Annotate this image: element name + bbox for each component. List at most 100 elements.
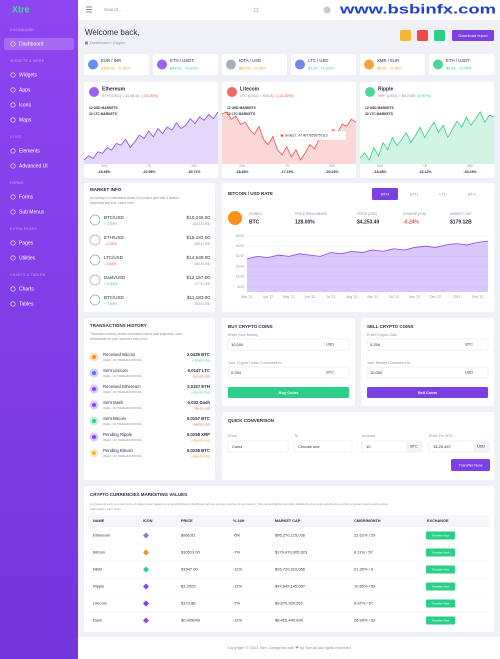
row-button[interactable] xyxy=(426,531,455,540)
coin-markets: 12 USD MARKETS xyxy=(89,106,119,110)
cell: Bitcoin xyxy=(93,550,105,555)
menu-item[interactable]: Apps xyxy=(19,87,31,93)
x-tick-label: Apr '12 xyxy=(263,295,274,299)
input-unit: USD xyxy=(326,343,334,347)
tx-wallet: Wallet: 1KV76NEHZZHMS9YE xyxy=(103,390,142,394)
menu-item[interactable]: Widgets xyxy=(19,72,38,78)
card-desc: A cryptocurrency is a new form of digita… xyxy=(90,502,388,506)
menu-item[interactable]: Sub Menus xyxy=(19,209,45,215)
cell: -6% xyxy=(233,533,241,538)
row-button-label[interactable]: Transfer Now xyxy=(432,584,451,588)
row-button-label[interactable]: Transfer Now xyxy=(432,533,451,537)
tx-label: Pending Bitcoin xyxy=(103,448,133,453)
market-change: + 2.54% xyxy=(104,282,118,286)
card xyxy=(84,82,218,178)
row-button-label[interactable]: Transfer Now xyxy=(432,550,451,554)
download-button[interactable] xyxy=(452,30,494,41)
menu-item[interactable]: Dashboard xyxy=(19,41,44,47)
coin-stat-label: 24H xyxy=(377,164,384,168)
tab[interactable]: LTC xyxy=(439,191,446,196)
menu-item[interactable]: Forms xyxy=(19,194,34,200)
topbar xyxy=(78,0,500,20)
rate-stat-label: SYMBOL xyxy=(249,212,263,216)
market-volume: 154.5 USD xyxy=(194,262,210,266)
coin-stat-value: -18.48% xyxy=(373,170,387,174)
row-button-label[interactable]: Transfer Now xyxy=(432,567,451,571)
row-button[interactable] xyxy=(426,599,455,608)
market-icon xyxy=(89,214,101,226)
tab[interactable]: ETH xyxy=(410,191,418,196)
card xyxy=(222,54,287,75)
tab-active[interactable] xyxy=(372,188,398,200)
sidebar-section: UI KIT xyxy=(10,135,21,139)
cell: $95,270,125,036 xyxy=(275,533,306,538)
card-title: BUY CRYPTO COINS xyxy=(228,324,273,329)
market-pair: LTC/USD xyxy=(104,255,124,260)
menu-item[interactable]: Maps xyxy=(19,117,32,123)
action-button[interactable] xyxy=(367,387,488,398)
input-value: 0.254 xyxy=(370,342,381,347)
tx-usd: + $36.00 USD xyxy=(191,438,211,442)
icon-button[interactable] xyxy=(434,30,445,41)
row-button[interactable] xyxy=(426,565,455,574)
rate-stat-value: $179.12B xyxy=(450,219,472,225)
tab[interactable]: BTG xyxy=(468,191,476,196)
tx-icon-dot xyxy=(92,435,96,439)
cell: -11% xyxy=(233,567,242,572)
menu-item[interactable]: Icons xyxy=(19,102,31,108)
market-price: $11,183.00 xyxy=(187,295,211,300)
row-button[interactable] xyxy=(426,548,455,557)
field-label: Price For BTC xyxy=(429,434,453,438)
coin-stat-label: 30D xyxy=(467,164,474,168)
cell: $10513.00 xyxy=(181,550,201,555)
action-label[interactable]: Sell Coins xyxy=(418,390,438,395)
icon-button[interactable] xyxy=(417,30,428,41)
menu-item[interactable]: Pages xyxy=(19,240,34,246)
coin-price: LTC (USD) = $45.81 xyxy=(240,94,274,98)
menu-item[interactable]: Elements xyxy=(19,148,40,154)
download-label[interactable]: Download report xyxy=(458,33,488,38)
table-header xyxy=(88,515,490,527)
menu-item[interactable]: Utilities xyxy=(19,255,36,261)
row-button[interactable] xyxy=(426,616,455,625)
menu-item[interactable]: Tables xyxy=(19,301,34,307)
input[interactable] xyxy=(366,338,489,351)
row-button[interactable] xyxy=(426,582,455,591)
action-button[interactable] xyxy=(228,387,349,398)
ticker-change: +1.43% xyxy=(321,67,335,71)
x-tick-label: Nov '12 xyxy=(409,295,420,299)
menu-item[interactable]: Charts xyxy=(19,286,34,292)
icon-button[interactable] xyxy=(400,30,411,41)
transfer-button[interactable] xyxy=(451,459,490,471)
row-button-label[interactable]: Transfer Now xyxy=(432,601,451,605)
action-label[interactable]: Buy Coins xyxy=(279,390,300,395)
transfer-label[interactable]: Transfer Now xyxy=(459,462,483,467)
card-desc: authorities Learn more xyxy=(90,507,121,511)
menu-icon xyxy=(10,240,16,246)
rate-stat-value: 128.00% xyxy=(295,219,315,225)
coin-price: XRP (USD) = $0.2195 xyxy=(378,94,415,98)
market-change: + 2.54% xyxy=(104,222,118,226)
row-button-label[interactable]: Transfer Now xyxy=(432,618,451,622)
input[interactable] xyxy=(366,366,489,379)
sidebar-section: CHARTS & TABLES xyxy=(10,273,46,277)
tab[interactable]: BTH xyxy=(381,191,389,196)
sparkline xyxy=(359,111,495,161)
coin-change: (-13.26%) xyxy=(276,94,293,98)
market-icon xyxy=(89,254,101,266)
menu-item[interactable]: Advanced UI xyxy=(19,163,48,169)
card xyxy=(84,486,494,632)
column-header: CMGR/MONTH xyxy=(354,519,381,523)
tx-usd: + $2008 USD xyxy=(192,358,211,362)
card-title: BITCOIN / USD RATE xyxy=(228,191,273,196)
field-label: To xyxy=(294,434,298,438)
input[interactable] xyxy=(293,440,353,453)
search[interactable]: Search... xyxy=(104,7,122,12)
rate-stat-value: BTC xyxy=(249,219,260,225)
input[interactable] xyxy=(227,440,289,453)
coin-glyph xyxy=(143,583,149,590)
input[interactable] xyxy=(227,338,350,351)
tx-icon-dot xyxy=(92,403,96,407)
input[interactable] xyxy=(227,366,350,379)
ticker-pair: ETH / USDT xyxy=(446,58,470,63)
